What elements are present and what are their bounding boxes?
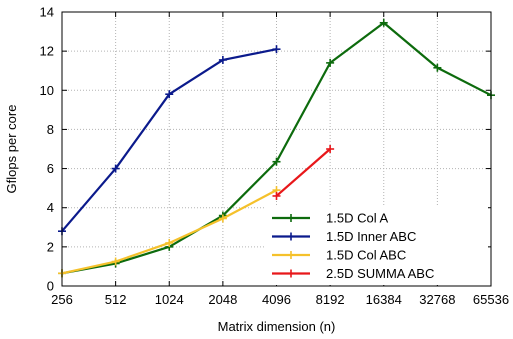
data-point bbox=[379, 18, 388, 27]
y-axis-title: Gflops per core bbox=[4, 105, 19, 194]
data-point bbox=[326, 58, 335, 67]
y-tick-label: 12 bbox=[40, 44, 54, 59]
y-tick-label: 10 bbox=[40, 83, 54, 98]
legend-background bbox=[266, 207, 488, 285]
legend: 1.5D Col A 1.5D Inner ABC 1.5D Col ABC 2.5D… bbox=[266, 207, 488, 285]
data-point bbox=[165, 90, 174, 99]
y-tick-label: 0 bbox=[47, 279, 54, 294]
legend-item: 1.5D Col A bbox=[272, 211, 388, 226]
data-point bbox=[218, 214, 227, 223]
data-point bbox=[111, 164, 120, 173]
legend-item: 1.5D Col ABC bbox=[272, 248, 406, 263]
data-point bbox=[218, 55, 227, 64]
data-point bbox=[111, 257, 120, 266]
legend-label: 2.5D SUMMA ABC bbox=[326, 266, 434, 281]
series-line bbox=[275, 148, 331, 197]
x-tick-label: 8192 bbox=[316, 292, 345, 307]
data-point bbox=[433, 63, 442, 72]
x-tick-label: 512 bbox=[105, 292, 127, 307]
data-point bbox=[272, 191, 281, 200]
y-tick-label: 8 bbox=[47, 122, 54, 137]
series-line bbox=[61, 48, 277, 232]
x-tick-label: 16384 bbox=[366, 292, 402, 307]
data-point bbox=[272, 157, 281, 166]
x-tick-label: 32768 bbox=[419, 292, 455, 307]
data-point bbox=[326, 145, 335, 153]
legend-item: 2.5D SUMMA ABC bbox=[272, 266, 434, 281]
x-tick-label: 4096 bbox=[262, 292, 291, 307]
y-tick-label: 14 bbox=[40, 5, 54, 20]
x-tick-label: 65536 bbox=[473, 292, 509, 307]
data-point bbox=[165, 238, 174, 247]
series-2-5d-summa-abc bbox=[272, 145, 335, 200]
axis-ticks bbox=[61, 11, 492, 287]
y-tick-label: 4 bbox=[47, 200, 54, 215]
tick-labels: 0 2 4 6 8 10 12 14 256 512 1024 2048 4096 8192 16384 32… bbox=[40, 5, 510, 308]
y-tick-label: 2 bbox=[47, 239, 54, 254]
x-axis-title: Matrix dimension (n) bbox=[218, 319, 336, 334]
x-tick-label: 1024 bbox=[155, 292, 184, 307]
series-1-5d-inner-abc bbox=[58, 45, 281, 236]
y-tick-label: 6 bbox=[47, 161, 54, 176]
legend-label: 1.5D Col ABC bbox=[326, 248, 406, 263]
data-point bbox=[272, 45, 281, 54]
legend-label: 1.5D Col A bbox=[326, 211, 388, 226]
legend-item: 1.5D Inner ABC bbox=[272, 229, 416, 244]
legend-label: 1.5D Inner ABC bbox=[326, 229, 416, 244]
x-tick-label: 2048 bbox=[208, 292, 237, 307]
x-tick-label: 256 bbox=[51, 292, 73, 307]
